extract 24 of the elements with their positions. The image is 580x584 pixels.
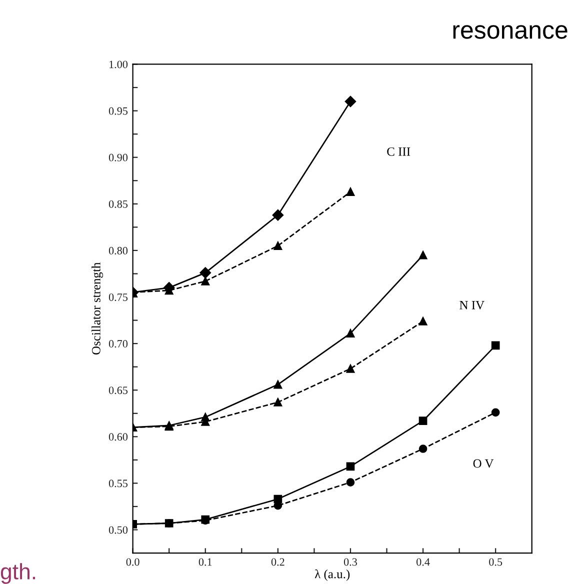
y-tick-label: 1.00 — [109, 60, 128, 68]
x-axis-title: λ (a.u.) — [314, 569, 350, 581]
y-tick-label: 0.70 — [108, 340, 128, 348]
x-tick-label: 0.1 — [198, 558, 212, 566]
text: gth. — [0, 563, 36, 584]
y-tick-label: 0.75 — [108, 293, 128, 302]
x-tick-label: 0.0 — [126, 558, 140, 566]
annotation: N IV — [460, 301, 484, 310]
y-tick-label: 0.50 — [108, 526, 128, 534]
x-tick-label: 0.2 — [271, 558, 284, 566]
y-axis-title: Oscillator strength — [92, 262, 103, 354]
y-tick-label: 0.80 — [108, 246, 128, 254]
y-tick-label: 0.60 — [108, 433, 128, 441]
y-tick-label: 0.85 — [108, 200, 128, 208]
y-tick-label: 0.90 — [108, 154, 128, 162]
x-tick-label: 0.3 — [344, 558, 357, 566]
x-tick-label: 0.4 — [416, 558, 430, 566]
x-tick-label: 0.5 — [489, 558, 502, 566]
annotation: O V — [473, 459, 494, 468]
annotation: C III — [387, 147, 410, 156]
y-tick-label: 0.95 — [108, 107, 128, 115]
y-tick-label: 0.55 — [108, 480, 128, 488]
text: resonance — [453, 25, 568, 39]
y-tick-label: 0.65 — [108, 386, 128, 394]
